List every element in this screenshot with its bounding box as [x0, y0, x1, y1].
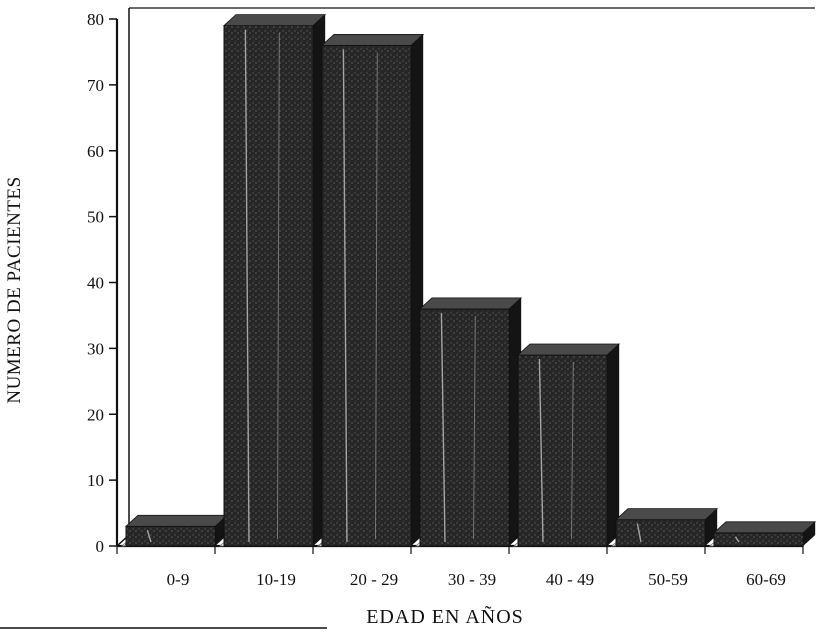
- x-tick-label: 40 - 49: [546, 570, 594, 589]
- x-axis-label: EDAD EN AÑOS: [366, 604, 524, 628]
- bar-top-face: [222, 14, 327, 26]
- bar-side-face: [607, 343, 620, 546]
- x-tick-labels: 0-9 10-19 20 - 29 30 - 39 40 - 49 50-59 60-69: [116, 546, 804, 589]
- bar-highlight: [734, 536, 740, 543]
- y-tick-label: 60: [87, 142, 104, 161]
- x-tick-label: 20 - 29: [350, 570, 398, 589]
- y-tick-label: 70: [87, 76, 104, 95]
- x-tick-label: 50-59: [648, 570, 688, 589]
- bar-top-face: [614, 508, 719, 521]
- bar-highlight: [440, 312, 446, 543]
- y-axis-label: NUMERO DE PACIENTES: [4, 176, 25, 403]
- bar: [223, 25, 314, 547]
- x-tick-label: 30 - 39: [448, 570, 496, 589]
- bar-top-face: [124, 514, 229, 527]
- bar: [713, 532, 804, 547]
- y-tick-label: 20: [87, 405, 104, 424]
- x-tick-label: 60-69: [746, 570, 786, 589]
- bar-highlight: [571, 361, 574, 540]
- y-tick-label: 30: [87, 339, 104, 358]
- y-tick-label: 10: [87, 471, 104, 490]
- bar-highlight: [473, 315, 476, 540]
- bar: [517, 354, 608, 547]
- bar: [615, 519, 706, 547]
- bar-highlight: [538, 358, 544, 543]
- bar-highlight: [244, 29, 250, 543]
- y-tick-label: 80: [87, 10, 104, 29]
- bar-highlight: [375, 52, 378, 540]
- bar: [419, 308, 510, 547]
- bar-top-face: [516, 343, 621, 356]
- bar-top-face: [712, 521, 817, 534]
- x-tick-label: 10-19: [256, 570, 296, 589]
- bar: [125, 525, 216, 547]
- bars: [120, 14, 817, 547]
- y-tick-label: 40: [87, 274, 104, 293]
- y-ticks: 0 10 20 30 40 50 60 70 80: [87, 10, 117, 556]
- bar-top-face: [320, 33, 425, 46]
- bar-side-face: [803, 521, 816, 546]
- bar-highlight: [146, 530, 152, 543]
- bar: [321, 44, 412, 547]
- y-tick-label: 0: [96, 537, 105, 556]
- bar-highlight: [342, 49, 348, 543]
- x-tick-label: 0-9: [167, 570, 190, 589]
- y-tick-label: 50: [87, 208, 104, 227]
- bar-top-face: [418, 297, 523, 310]
- bar-highlight: [277, 32, 280, 540]
- bar-highlight: [636, 523, 642, 543]
